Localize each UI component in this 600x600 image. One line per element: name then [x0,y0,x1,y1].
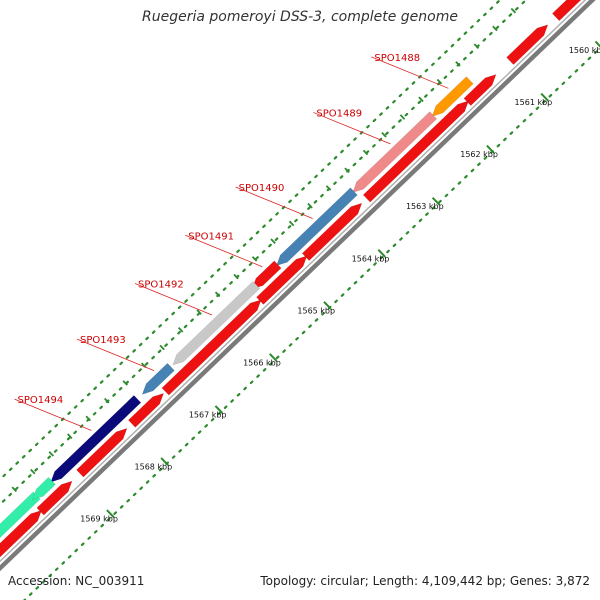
reverse-gene [276,187,358,267]
inner-tick [288,220,295,227]
callout-line [76,338,155,371]
forward-gene [128,392,164,428]
inner-tick [177,327,184,333]
inner-tick [122,380,128,386]
inner-tick [48,451,55,457]
gene-label: SPO1491 [188,231,234,242]
gene-label: SPO1488 [374,53,420,64]
gene-label: SPO1489 [316,108,362,119]
inner-tick [455,61,461,67]
gene-label: SPO1490 [239,183,285,194]
outer-dotted-ring [23,46,600,600]
tick-mark [106,509,115,518]
genome-summary-label: Topology: circular; Length: 4,109,442 bp… [260,574,590,588]
tick-label: 1560 kbp [569,46,600,55]
inner-tick [104,397,110,404]
reverse-gene [431,76,474,117]
inner-tick [381,132,387,138]
inner-tick [492,25,498,32]
tick-mark [269,353,278,362]
accession-label: Accession: NC_003911 [8,574,145,588]
inner-tick [159,344,165,351]
inner-tick [473,43,480,49]
tick-label: 1562 kbp [460,150,498,159]
reverse-gene [172,280,261,366]
callout-line [185,234,263,268]
reverse-gene [141,362,175,395]
tick-mark [486,144,495,154]
callout-line [371,56,449,89]
inner-tick [436,78,443,85]
backbone-line [0,0,596,572]
forward-gene [506,24,549,65]
callout-line [235,186,313,219]
inner-tick [85,415,91,422]
inner-tick [214,291,221,298]
callout-line [313,112,391,145]
inner-tick [251,256,258,262]
inner-tick [30,468,36,475]
callout-line [14,398,92,431]
tick-mark [323,301,332,310]
gene-label: SPO1493 [80,335,126,346]
map-title: Ruegeria pomeroyi DSS-3, complete genome [142,9,458,25]
tick-label: 1568 kbp [135,463,173,472]
inner-tick [196,309,202,315]
tick-mark [160,457,169,466]
tick-mark [214,405,224,414]
inner-tick [233,273,239,280]
gene-label: SPO1494 [18,395,64,406]
neighbor-gene [32,476,56,501]
tick-mark [431,196,441,206]
tick-mark [540,92,549,102]
inner-tick [362,149,369,156]
forward-gene [551,0,582,22]
inner-dotted-ring [0,0,528,506]
callout-line [134,283,213,316]
inner-tick [344,167,350,174]
forward-gene [161,299,262,396]
forward-gene [362,100,469,203]
reverse-gene [352,111,438,193]
inner-tick [399,114,406,120]
inner-tick [418,96,424,103]
inner-tick [67,433,73,439]
reverse-gene [50,395,142,483]
forward-gene [76,428,128,478]
tick-label: 1566 kbp [243,358,281,367]
inner-tick [270,238,276,244]
gene-label: SPO1492 [138,280,184,291]
inner-tick [11,486,18,493]
tick-label: 1561 kbp [515,98,553,107]
inner-tick [325,185,332,191]
tick-mark [377,249,386,258]
inner-tick [307,202,313,209]
tick-label: 1569 kbp [80,515,118,524]
tick-label: 1563 kbp [406,202,444,211]
tick-label: 1567 kbp [189,410,227,419]
inner-tick [510,7,517,14]
forward-gene [0,509,42,558]
neighbor-gene [0,491,41,539]
tick-mark [594,40,600,48]
tick-label: 1564 kbp [352,254,390,263]
backbone-line [0,0,587,563]
tick-label: 1565 kbp [297,306,335,315]
inner-dotted-ring-2 [0,0,502,482]
